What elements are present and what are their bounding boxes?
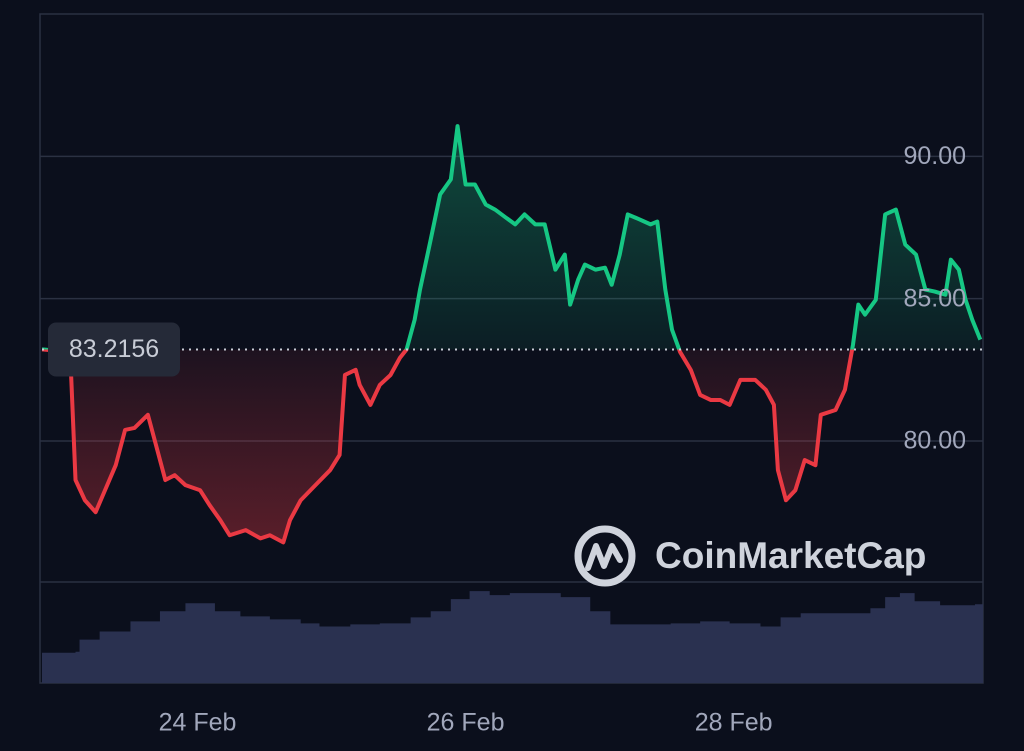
price-area <box>42 126 981 543</box>
watermark-logo <box>574 525 636 587</box>
baseline-label-box <box>48 322 180 377</box>
plot: 83.2156 80.00 85.00 90.00 24 Feb 26 Feb 28 Feb <box>39 13 984 737</box>
baseline-label: 83.2156 <box>69 335 159 363</box>
watermark-logo-wave <box>585 543 623 571</box>
y-tick-label: 80.00 <box>903 427 966 455</box>
x-tick-label: 24 Feb <box>159 709 237 737</box>
x-tick-label: 26 Feb <box>427 709 505 737</box>
y-tick-label: 90.00 <box>903 142 966 170</box>
volume-area <box>42 591 983 683</box>
y-tick-label: 85.00 <box>903 284 966 312</box>
watermark: CoinMarketCap <box>574 525 926 587</box>
watermark-text: CoinMarketCap <box>655 535 926 576</box>
x-tick-label: 28 Feb <box>695 709 773 737</box>
price-line <box>41 124 983 545</box>
